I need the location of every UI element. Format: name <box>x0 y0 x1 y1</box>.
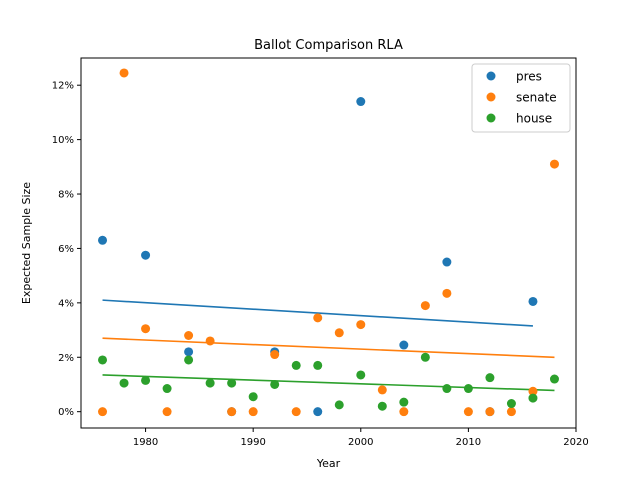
data-point-senate <box>399 407 409 417</box>
data-point-house <box>313 360 323 370</box>
data-point-senate <box>420 301 430 311</box>
y-axis-ticks: 0% 2% 4% 6% 8% 10% 12% <box>52 81 81 418</box>
data-point-senate <box>227 407 237 417</box>
trend-line-senate <box>102 337 555 359</box>
data-point-pres <box>528 296 538 306</box>
data-point-house <box>248 392 258 402</box>
data-point-senate <box>528 386 538 396</box>
data-point-senate <box>98 407 108 417</box>
data-point-house <box>377 401 387 411</box>
legend-label-pres: pres <box>516 70 542 84</box>
legend: pres senate house <box>471 63 571 133</box>
data-point-senate <box>119 68 129 78</box>
data-point-house <box>442 384 452 394</box>
x-tick-label: 1990 <box>240 437 265 448</box>
data-point-house <box>506 399 516 409</box>
data-point-house <box>399 397 409 407</box>
data-point-house <box>184 355 194 365</box>
data-point-senate <box>506 407 516 417</box>
data-point-senate <box>463 407 473 417</box>
data-point-pres <box>399 340 409 350</box>
plot-area-frame <box>80 57 577 429</box>
data-point-senate <box>377 385 387 395</box>
data-point-house <box>549 374 559 384</box>
legend-label-senate: senate <box>516 91 557 105</box>
data-point-senate <box>184 331 194 340</box>
data-point-house <box>205 378 215 388</box>
data-point-senate <box>270 350 280 360</box>
data-point-senate <box>485 407 495 417</box>
y-tick-label: 6% <box>58 244 74 255</box>
data-point-house <box>485 373 495 383</box>
data-point-senate <box>549 159 559 169</box>
data-point-pres <box>442 257 452 267</box>
y-axis-label: Expected Sample Size <box>20 182 33 304</box>
data-point-house <box>227 378 237 388</box>
trend-line-house <box>102 374 555 392</box>
x-axis-ticks: 1980 1990 2000 2010 2020 <box>133 428 589 448</box>
legend-box <box>471 63 571 133</box>
data-point-house <box>528 393 538 403</box>
y-tick-label: 8% <box>58 190 74 201</box>
data-point-senate <box>291 407 301 417</box>
x-tick-label: 1980 <box>133 437 158 448</box>
y-tick-label: 10% <box>52 135 74 146</box>
data-point-house <box>334 400 344 410</box>
legend-label-house: house <box>516 112 552 126</box>
data-point-house <box>291 360 301 370</box>
data-point-house <box>162 384 172 394</box>
data-point-house <box>141 375 151 385</box>
data-point-house <box>119 378 129 388</box>
data-point-house <box>356 370 366 380</box>
data-point-senate <box>248 407 258 417</box>
data-point-pres <box>184 347 194 357</box>
chart-title: Ballot Comparison RLA <box>254 38 403 53</box>
data-point-pres <box>141 250 151 260</box>
legend-marker-house <box>486 113 496 123</box>
y-tick-label: 0% <box>58 407 74 418</box>
x-axis-label: Year <box>316 457 341 470</box>
data-point-senate <box>442 288 452 298</box>
y-tick-label: 2% <box>58 353 74 364</box>
x-tick-label: 2010 <box>456 437 481 448</box>
trend-line-pres <box>102 299 534 327</box>
data-point-house <box>270 379 280 389</box>
data-point-senate <box>313 313 323 323</box>
data-points <box>98 68 559 417</box>
data-point-senate <box>356 320 366 330</box>
legend-marker-senate <box>486 92 496 102</box>
data-point-pres <box>356 97 366 107</box>
y-tick-label: 4% <box>58 298 74 309</box>
data-point-house <box>98 355 108 365</box>
y-tick-label: 12% <box>52 81 74 92</box>
trend-lines <box>102 299 555 392</box>
data-point-senate <box>205 336 215 346</box>
x-tick-label: 2020 <box>563 437 588 448</box>
data-point-pres <box>98 235 108 245</box>
legend-marker-pres <box>486 71 496 81</box>
data-point-senate <box>162 407 172 417</box>
data-point-senate <box>141 324 151 334</box>
data-point-house <box>420 352 430 362</box>
data-point-senate <box>334 328 344 338</box>
data-point-pres <box>313 407 323 417</box>
data-point-house <box>463 384 473 394</box>
x-tick-label: 2000 <box>348 437 373 448</box>
